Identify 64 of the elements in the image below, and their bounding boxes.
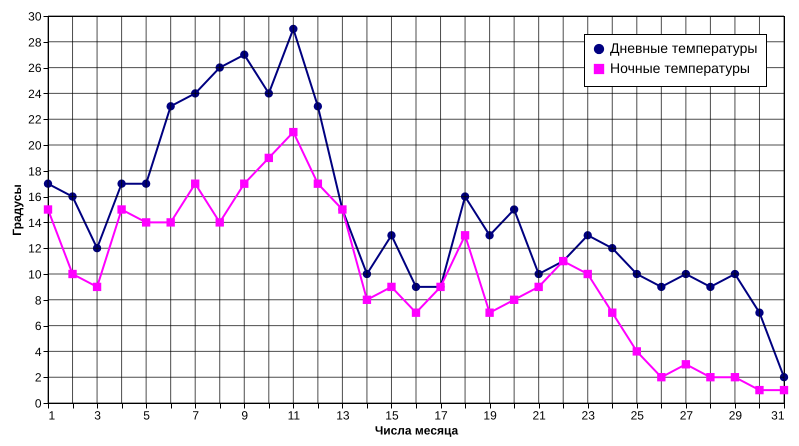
point xyxy=(534,282,543,292)
point xyxy=(412,308,420,317)
y-tick-label: 2 xyxy=(34,370,42,385)
x-tick-label: 21 xyxy=(532,408,546,422)
point xyxy=(730,373,740,382)
point xyxy=(387,282,396,292)
point xyxy=(289,128,298,136)
point xyxy=(142,218,150,227)
x-tick-label: 17 xyxy=(434,408,448,422)
legend-label: Дневные температуры xyxy=(610,40,758,56)
point xyxy=(780,386,788,394)
point xyxy=(608,308,616,317)
point xyxy=(657,373,666,382)
point xyxy=(264,154,273,162)
point xyxy=(485,308,494,317)
point xyxy=(44,205,52,214)
x-tick-label: 23 xyxy=(582,408,596,422)
point xyxy=(755,386,764,394)
x-tick-label: 7 xyxy=(192,408,200,422)
x-tick-label: 11 xyxy=(288,408,300,422)
x-tick-label: 19 xyxy=(483,408,498,422)
x-tick-label: 9 xyxy=(241,408,248,422)
point xyxy=(706,373,715,382)
x-tick-label: 29 xyxy=(728,408,742,422)
y-tick-label: 30 xyxy=(28,10,42,24)
legend-label: Ночные температуры xyxy=(610,60,750,76)
point xyxy=(92,282,102,292)
x-tick-label: 1 xyxy=(48,408,56,422)
point xyxy=(191,180,200,188)
y-tick-label: 26 xyxy=(28,61,42,76)
point xyxy=(682,360,690,368)
x-tick-label: 25 xyxy=(630,408,644,422)
y-tick-label: 4 xyxy=(34,344,42,359)
point xyxy=(117,205,126,214)
y-axis-title: Градусы xyxy=(10,184,24,236)
x-tick-label: 5 xyxy=(143,408,150,422)
y-tick-label: 16 xyxy=(28,190,42,204)
point xyxy=(460,231,470,240)
point xyxy=(314,180,322,188)
y-tick-label: 28 xyxy=(28,35,42,50)
y-tick-label: 8 xyxy=(34,293,42,308)
point xyxy=(68,270,77,278)
y-tick-label: 10 xyxy=(28,268,42,282)
x-tick-label: 27 xyxy=(680,408,694,422)
y-tick-label: 6 xyxy=(34,319,42,334)
x-tick-label: 15 xyxy=(385,408,399,422)
point xyxy=(510,296,518,304)
y-tick-label: 12 xyxy=(28,242,42,256)
x-tick-label: 31 xyxy=(771,408,785,422)
x-tick-label: 13 xyxy=(336,408,350,422)
point xyxy=(632,347,641,356)
point xyxy=(240,180,248,188)
point xyxy=(216,218,224,227)
point xyxy=(362,296,372,304)
y-tick-label: 24 xyxy=(28,86,42,101)
y-tick-label: 20 xyxy=(28,138,42,152)
x-tick-label: 3 xyxy=(94,408,102,422)
point xyxy=(584,270,592,278)
x-axis-title: Числа месяца xyxy=(374,424,459,438)
y-tick-label: 0 xyxy=(34,396,42,410)
point xyxy=(166,218,175,227)
y-tick-label: 14 xyxy=(28,216,42,230)
y-tick-label: 18 xyxy=(28,164,42,178)
y-tick-label: 22 xyxy=(28,112,42,127)
